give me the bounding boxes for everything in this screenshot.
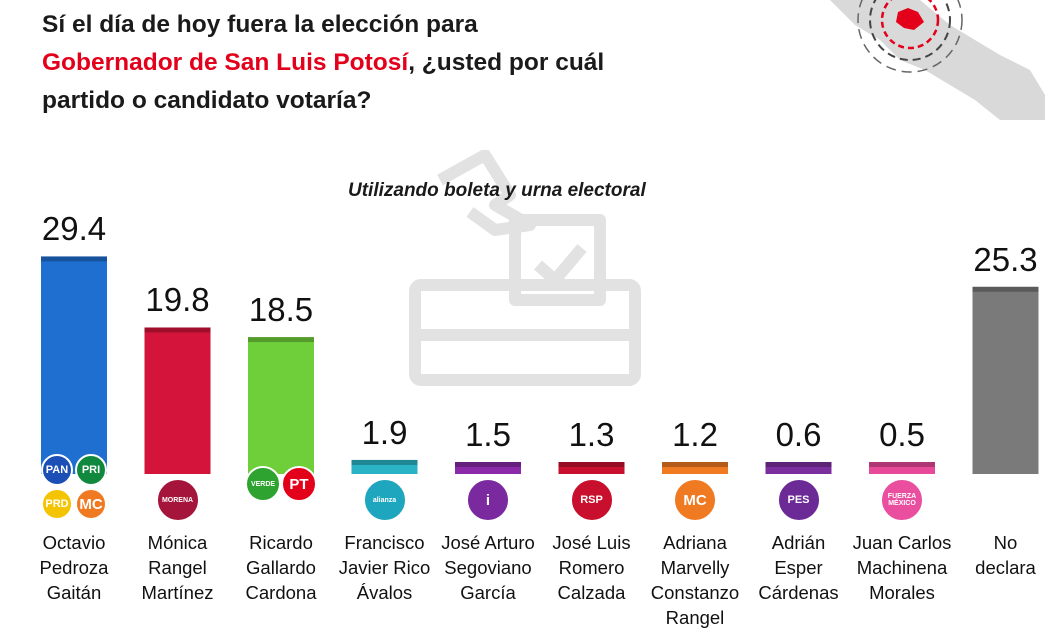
movimiento-ciudadano-logo-icon: MC (673, 478, 717, 522)
bar-top-shade-5 (558, 462, 625, 467)
pri-logo-icon: PRI (75, 454, 107, 486)
title-line-1: Sí el día de hoy fuera la elección para (42, 11, 478, 38)
value-label-3: 1.9 (361, 413, 408, 451)
value-label-9: 25.3 (973, 240, 1038, 278)
pt-logo-icon: PT (281, 466, 317, 502)
prd-logo-icon: PRD (41, 488, 73, 520)
bar-3 (351, 459, 418, 474)
bar-top-shade-0 (41, 256, 107, 262)
category-label-6: Adriana Marvelly Constanzo Rangel (650, 532, 740, 628)
chart-subtitle: Utilizando boleta y urna electoral (348, 180, 646, 201)
title-line-2: Gobernador de San Luis Potosí, ¿usted po… (42, 44, 742, 82)
value-label-0: 29.4 (41, 210, 107, 248)
value-label-4: 1.5 (465, 416, 511, 453)
value-label-6: 1.2 (672, 416, 718, 453)
value-label-5: 1.3 (568, 416, 615, 453)
category-label-3: Francisco Javier Rico Ávalos (338, 532, 431, 603)
fuerza-mexico-logo-icon: FUERZA MÉXICO (880, 478, 924, 522)
category-label-1: Mónica Rangel Martínez (141, 532, 214, 603)
category-label-2: Ricardo Gallardo Cardona (245, 532, 317, 603)
mexico-map-icon (830, 0, 1045, 120)
bar-top-shade-3 (351, 459, 418, 465)
bar-top-shade-1 (144, 327, 211, 333)
bar-top-shade-2 (248, 337, 314, 343)
bar-top-shade-8 (869, 462, 935, 467)
bar-7 (765, 462, 832, 474)
bar-1 (144, 327, 211, 474)
chart-title: Sí el día de hoy fuera la elección para … (42, 6, 742, 120)
bar-8 (869, 462, 935, 474)
rsp-logo-icon: RSP (569, 478, 614, 522)
ballot-box-icon (409, 150, 641, 386)
verde-logo-icon: VERDE (245, 466, 281, 502)
category-label-0: Octavio Pedroza Gaitán (39, 532, 109, 603)
pes-logo-icon: PES (776, 478, 821, 522)
pan-logo-icon: PAN (41, 454, 73, 486)
category-label-4: José Arturo Segoviano García (441, 532, 535, 603)
bar-top-shade-4 (455, 462, 521, 467)
category-label-5: José Luis Romero Calzada (552, 532, 631, 603)
title-highlight: Gobernador de San Luis Potosí (42, 49, 409, 76)
morena-logo-icon: MORENA (155, 478, 200, 522)
category-label-8: Juan Carlos Machinena Morales (852, 532, 952, 603)
bar-top-shade-7 (765, 462, 832, 467)
bar-5 (558, 462, 625, 474)
bar-2 (248, 337, 314, 474)
title-line-3: partido o candidato votaría? (42, 87, 372, 114)
mc-logo-icon: MC (75, 488, 107, 520)
independiente-logo-icon: i (466, 478, 510, 522)
bar-9 (972, 286, 1039, 474)
value-label-8: 0.5 (879, 416, 925, 453)
value-label-7: 0.6 (775, 416, 822, 453)
value-label-1: 19.8 (145, 281, 210, 319)
bar-4 (455, 462, 521, 474)
bar-top-shade-6 (662, 462, 728, 467)
title-line-2-rest: , ¿usted por cuál (408, 49, 605, 76)
category-label-7: Adrián Esper Cárdenas (758, 532, 839, 603)
nueva-alianza-logo-icon: alianza (362, 478, 407, 522)
category-label-9: No declara (975, 532, 1036, 578)
value-label-2: 18.5 (248, 291, 314, 329)
bar-0 (41, 256, 107, 474)
bar-top-shade-9 (972, 286, 1039, 292)
bar-6 (662, 462, 728, 474)
